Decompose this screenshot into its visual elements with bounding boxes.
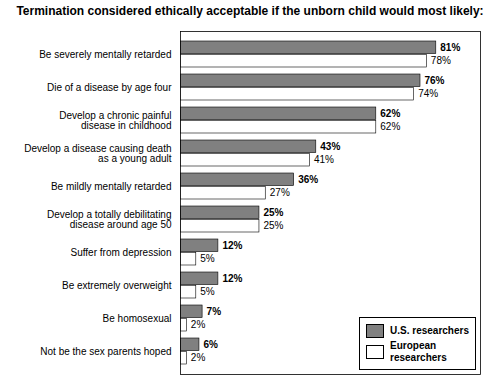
svg-text:Develop a totally debilitating: Develop a totally debilitatingdisease ar… [47,209,172,230]
svg-text:41%: 41% [314,154,334,165]
svg-text:74%: 74% [418,88,438,99]
svg-text:62%: 62% [380,121,400,132]
svg-text:25%: 25% [263,220,283,231]
svg-text:25%: 25% [263,207,283,218]
svg-text:Be mildly mentally retarded: Be mildly mentally retarded [51,181,172,192]
svg-text:76%: 76% [425,75,445,86]
svg-text:Die of a disease by age four: Die of a disease by age four [47,82,172,93]
svg-text:2%: 2% [191,319,206,330]
html-text:U.S. researchers: U.S. researchers [390,325,469,337]
svg-text:2%: 2% [191,352,206,363]
svg-text:Be severely mentally retarded: Be severely mentally retarded [39,49,171,60]
svg-text:7%: 7% [207,306,222,317]
svg-text:43%: 43% [320,141,340,152]
svg-text:Suffer from depression: Suffer from depression [71,247,172,258]
html-text:European researchers: European researchers [390,340,447,363]
svg-text:36%: 36% [298,174,318,185]
svg-text:Be extremely overweight: Be extremely overweight [62,280,172,291]
svg-text:Not be the sex parents hoped: Not be the sex parents hoped [40,346,171,357]
svg-text:81%: 81% [440,42,460,53]
html-text:Termination considered ethical: Termination considered ethically accepta… [16,4,484,18]
svg-text:78%: 78% [431,55,451,66]
svg-text:Develop a disease causing deat: Develop a disease causing deathas a youn… [24,143,172,164]
svg-text:5%: 5% [200,253,215,264]
svg-text:62%: 62% [380,108,400,119]
svg-text:6%: 6% [203,339,218,350]
svg-text:Be homosexual: Be homosexual [103,313,172,324]
svg-text:12%: 12% [222,240,242,251]
svg-text:12%: 12% [222,273,242,284]
svg-text:5%: 5% [200,286,215,297]
svg-text:27%: 27% [270,187,290,198]
svg-text:Develop a chronic painfuldisea: Develop a chronic painfuldisease in chil… [59,110,171,131]
